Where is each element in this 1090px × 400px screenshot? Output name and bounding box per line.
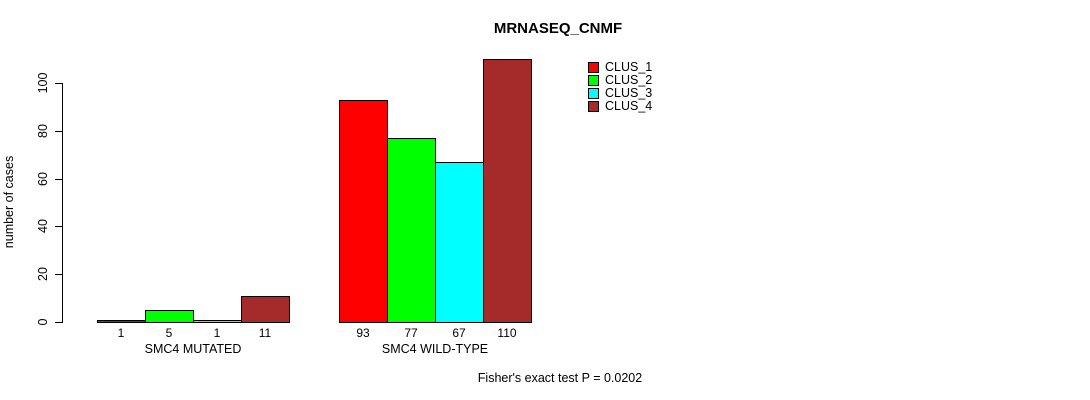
x-axis-label-smc4-wild-type: SMC4 WILD-TYPE (381, 342, 489, 356)
y-axis-tick-label: 60 (36, 172, 50, 186)
bar-value-label: 1 (117, 326, 125, 340)
bar-value-label: 1 (213, 326, 221, 340)
bar-clus-2-smc4-mutated (145, 310, 194, 323)
x-axis-label-smc4-mutated: SMC4 MUTATED (144, 342, 242, 356)
bar-clus-3-smc4-wild-type (435, 162, 484, 323)
legend-item-clus-4: CLUS_4 (588, 100, 652, 113)
y-axis-tick (55, 179, 62, 180)
bar-value-label: 110 (497, 326, 517, 340)
legend: CLUS_1 CLUS_2 CLUS_3 CLUS_4 (588, 61, 652, 113)
legend-swatch-clus-3 (588, 88, 599, 99)
bar-value-label: 77 (404, 326, 418, 340)
bar-clus-3-smc4-mutated (193, 320, 242, 323)
y-axis-tick-label: 20 (36, 267, 50, 281)
y-axis-title: number of cases (2, 155, 16, 249)
legend-item-clus-3: CLUS_3 (588, 87, 652, 100)
bar-value-label: 5 (165, 326, 173, 340)
bar-clus-2-smc4-wild-type (387, 138, 436, 323)
y-axis-tick (55, 274, 62, 275)
bar-value-label: 67 (452, 326, 466, 340)
stat-annotation: Fisher's exact test P = 0.0202 (477, 371, 643, 385)
legend-item-clus-1: CLUS_1 (588, 61, 652, 74)
bar-value-label: 11 (258, 326, 272, 340)
bar-clus-1-smc4-wild-type (339, 100, 388, 323)
bar-clus-1-smc4-mutated (97, 320, 146, 323)
bar-clus-4-smc4-wild-type (483, 59, 532, 323)
legend-swatch-clus-1 (588, 62, 599, 73)
bar-value-label: 93 (356, 326, 370, 340)
y-axis-tick (55, 83, 62, 84)
y-axis-line (62, 83, 63, 323)
y-axis-tick-label: 0 (36, 318, 50, 326)
bar-clus-4-smc4-mutated (241, 296, 290, 323)
y-axis-tick (55, 226, 62, 227)
y-axis-tick-label: 100 (36, 72, 50, 94)
y-axis-tick (55, 322, 62, 323)
legend-label: CLUS_3 (605, 86, 653, 100)
legend-label: CLUS_4 (605, 99, 653, 113)
y-axis-tick-label: 40 (36, 219, 50, 233)
legend-swatch-clus-4 (588, 101, 599, 112)
y-axis-tick (55, 131, 62, 132)
chart-title: MRNASEQ_CNMF (493, 20, 623, 37)
legend-item-clus-2: CLUS_2 (588, 74, 652, 87)
legend-label: CLUS_2 (605, 73, 653, 87)
legend-label: CLUS_1 (605, 60, 653, 74)
y-axis-tick-label: 80 (36, 124, 50, 138)
legend-swatch-clus-2 (588, 75, 599, 86)
